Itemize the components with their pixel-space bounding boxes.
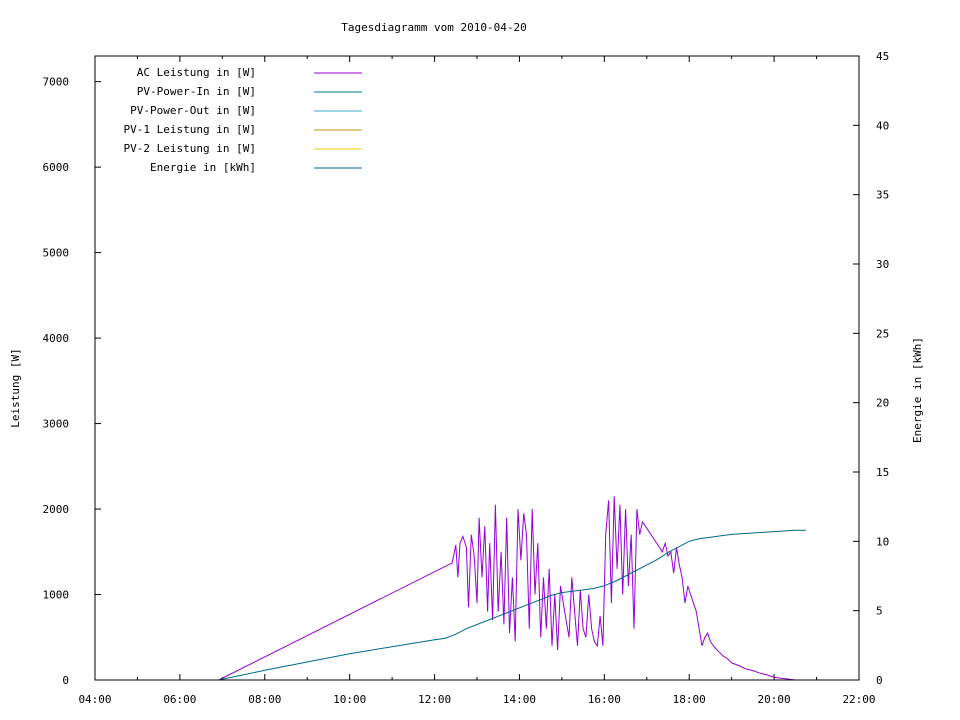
x-tick-label: 14:00 [503,693,536,706]
series-line-0 [218,496,806,681]
legend: AC Leistung in [W] PV-Power-In in [W] PV-P… [124,66,362,174]
x-tick-label: 08:00 [248,693,281,706]
y2-tick-label: 10 [876,535,889,548]
x-tick-label: 10:00 [333,693,366,706]
series-line-5 [218,529,806,681]
y-tick-label: 6000 [43,161,70,174]
y-tick-label: 1000 [43,589,70,602]
y-axis-label: Leistung [W] [9,348,22,427]
y2-tick-label: 5 [876,605,883,618]
ticks-layer: 04:00 06:00 08:00 10:00 12:00 14:00 16:00 18:00… [43,50,890,706]
y2-tick-label: 20 [876,397,889,410]
legend-label: PV-1 Leistung in [W] [124,123,256,136]
x-tick-label: 04:00 [78,693,111,706]
y-tick-label: 0 [62,674,69,687]
x-tick-label: 12:00 [418,693,451,706]
y-tick-label: 3000 [43,418,70,431]
legend-label: PV-Power-Out in [W] [130,104,256,117]
y2-tick-label: 0 [876,674,883,687]
plot-area-border [94,55,860,681]
y2-tick-label: 40 [876,119,889,132]
legend-label: PV-2 Leistung in [W] [124,142,256,155]
legend-label: PV-Power-In in [W] [137,85,256,98]
y2-tick-label: 15 [876,466,889,479]
x-tick-label: 22:00 [842,693,875,706]
y2-tick-label: 25 [876,327,889,340]
y2-tick-label: 30 [876,258,889,271]
x-tick-label: 16:00 [588,693,621,706]
y2-axis-label: Energie in [kWh] [911,337,924,443]
y2-tick-label: 35 [876,189,889,202]
chart-title: Tagesdiagramm vom 2010-04-20 [341,21,526,34]
y-tick-label: 4000 [43,332,70,345]
legend-label: Energie in [kWh] [150,161,256,174]
x-tick-label: 20:00 [758,693,791,706]
legend-label: AC Leistung in [W] [137,66,256,79]
y-tick-label: 5000 [43,247,70,260]
x-tick-label: 18:00 [673,693,706,706]
x-tick-label: 06:00 [163,693,196,706]
y2-tick-label: 45 [876,50,889,63]
y-tick-label: 2000 [43,503,70,516]
series-layer [218,496,806,681]
y-tick-label: 7000 [43,76,70,89]
